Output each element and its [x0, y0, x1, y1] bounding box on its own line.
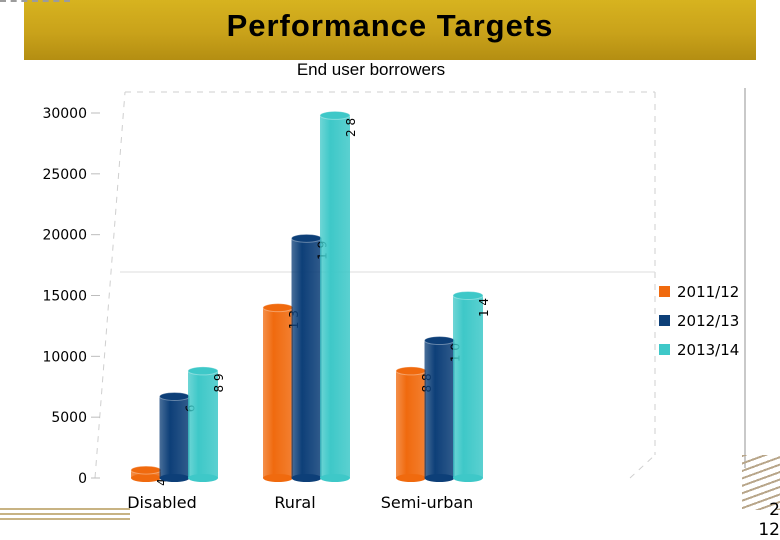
data-label: 1 4 [477, 298, 491, 317]
page-number: 2 12 [736, 500, 780, 540]
bar-base [291, 474, 322, 482]
dash-decoration [0, 0, 70, 8]
data-label: 4 [155, 478, 169, 486]
y-tick-label: 5000 [51, 410, 87, 426]
chart-title: End user borrowers [296, 60, 446, 79]
bar-body [453, 295, 483, 478]
legend-swatch [659, 344, 670, 355]
bar-top [319, 110, 351, 120]
x-tick-label: Semi-urban [381, 493, 474, 512]
bar-base [131, 474, 161, 482]
corner-decoration [742, 455, 780, 510]
bar: 8 9 [187, 366, 226, 482]
x-axis: Disabled Rural Semi-urban [127, 493, 473, 512]
legend-item: 2013/14 [659, 341, 739, 359]
title-bar [24, 0, 756, 60]
legend-item: 2011/12 [659, 283, 739, 301]
bar-base [159, 474, 190, 482]
bar-body [159, 396, 190, 478]
legend-item: 2012/13 [659, 312, 739, 330]
bar-base [424, 474, 455, 482]
bottom-decoration [0, 506, 130, 520]
bar-top [130, 465, 162, 475]
legend-label: 2011/12 [677, 283, 739, 301]
y-tick-label: 20000 [42, 228, 87, 244]
legend: 2011/12 2012/13 2013/14 [659, 283, 739, 359]
bar-body [188, 370, 218, 478]
bar: 8 8 [395, 366, 434, 482]
bar-top [187, 366, 219, 376]
bar-body [320, 115, 350, 478]
bar-body [291, 238, 322, 478]
bar: 1 3 [262, 303, 301, 482]
right-divider [744, 88, 746, 468]
slide-title: Performance Targets [226, 8, 554, 43]
bars: 468 91 31 92 88 81 01 4 [130, 110, 491, 486]
y-tick-label: 30000 [42, 106, 87, 122]
y-tick-label: 15000 [42, 289, 87, 305]
bar-base [320, 474, 350, 482]
bar-base [188, 474, 218, 482]
bar-top [452, 291, 484, 300]
legend-label: 2013/14 [677, 341, 739, 359]
bar-top [159, 391, 190, 401]
bar-base [396, 474, 426, 482]
bar-body [424, 340, 455, 478]
y-tick-label: 25000 [42, 167, 87, 183]
bar: 1 4 [452, 291, 491, 482]
bar-base [263, 474, 293, 482]
y-axis: 0 5000 10000 15000 20000 25000 30000 [42, 106, 100, 487]
page-number-line-1: 2 [769, 500, 780, 520]
bar-body [396, 370, 426, 478]
x-tick-label: Rural [274, 493, 315, 512]
chart-frame [94, 91, 656, 479]
legend-swatch [659, 315, 670, 326]
data-label: 2 8 [344, 118, 358, 137]
bar: 2 8 [319, 110, 358, 482]
bar-body [263, 307, 293, 478]
bar-base [453, 474, 483, 482]
x-tick-label: Disabled [127, 493, 197, 512]
legend-swatch [659, 286, 670, 297]
y-tick-label: 10000 [42, 349, 87, 365]
y-tick-label: 0 [78, 471, 87, 487]
legend-label: 2012/13 [677, 312, 739, 330]
bar: 1 9 [291, 233, 330, 482]
data-label: 8 9 [212, 373, 226, 392]
page-number-line-2: 12 [758, 520, 780, 540]
